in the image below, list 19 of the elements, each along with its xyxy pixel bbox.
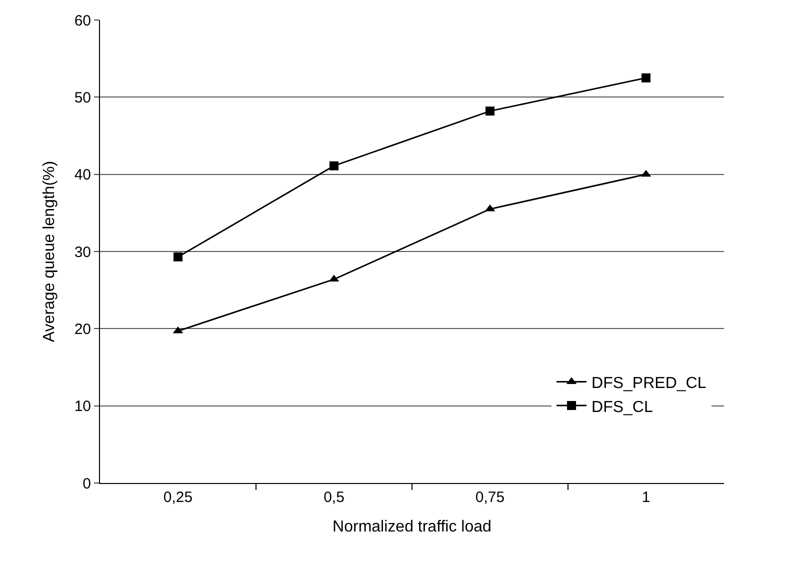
point <box>174 252 182 262</box>
point <box>486 106 494 116</box>
y-tick-label: 0 <box>82 475 91 492</box>
y-tick-label: 60 <box>74 12 91 30</box>
y-tick-label: 50 <box>74 89 91 106</box>
legend-label: DFS_CL <box>592 398 653 416</box>
point <box>642 73 650 82</box>
x-axis-title: Normalized traffic load <box>332 518 492 536</box>
point <box>330 161 338 170</box>
y-tick-label: 10 <box>74 398 91 416</box>
y-tick-label: 30 <box>74 244 91 261</box>
x-tick-label: 1 <box>642 489 650 506</box>
y-axis-title: Average queue length(%) <box>41 160 58 342</box>
legend-label: DFS_PRED_CL <box>592 374 706 392</box>
x-tick-label: 0,5 <box>324 489 344 506</box>
y-tick-label: 20 <box>74 320 91 338</box>
x-tick-label: 0,25 <box>163 489 193 506</box>
y-tick-label: 40 <box>74 166 91 184</box>
x-tick-label: 0,75 <box>475 489 505 506</box>
